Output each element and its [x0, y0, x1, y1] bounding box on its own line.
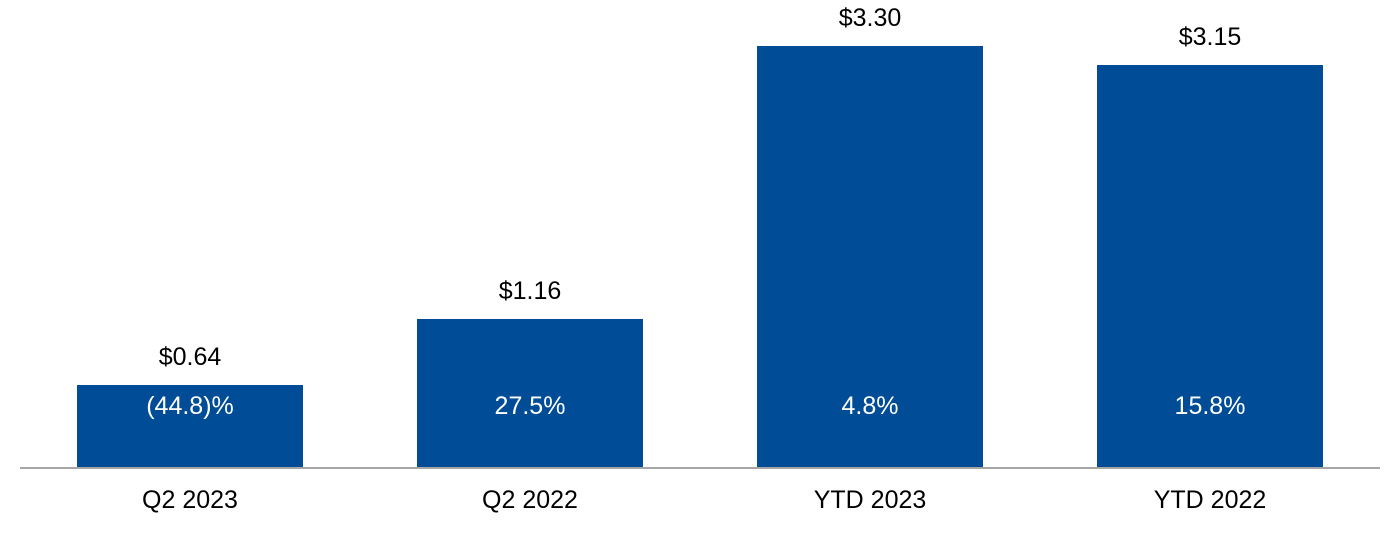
bar: [757, 46, 983, 467]
plot-area: $0.64 (44.8)% Q2 2023 $1.16 27.5% Q2 202…: [20, 0, 1380, 538]
bar: [417, 319, 643, 467]
bar-group: $3.15 15.8% YTD 2022: [1040, 0, 1380, 538]
x-axis-label: YTD 2022: [1153, 486, 1267, 514]
x-axis-label: YTD 2023: [813, 486, 927, 514]
bar-group: $0.64 (44.8)% Q2 2023: [20, 0, 360, 538]
bar-group: $1.16 27.5% Q2 2022: [360, 0, 700, 538]
bar-percent-label: 15.8%: [1174, 392, 1246, 420]
bar-value-label: $3.15: [1178, 23, 1242, 51]
bar-value-label: $3.30: [838, 4, 902, 32]
bar-value-label: $1.16: [498, 277, 562, 305]
bar: [1097, 65, 1323, 467]
bar-value-label: $0.64: [158, 343, 222, 371]
bar-percent-label: 27.5%: [494, 392, 566, 420]
bar-percent-label: (44.8)%: [146, 392, 234, 420]
bar-percent-label: 4.8%: [841, 392, 899, 420]
x-axis-label: Q2 2023: [142, 486, 238, 514]
x-axis-line: [20, 467, 1380, 469]
bar-group: $3.30 4.8% YTD 2023: [700, 0, 1040, 538]
bar: [77, 385, 303, 467]
x-axis-label: Q2 2022: [482, 486, 578, 514]
